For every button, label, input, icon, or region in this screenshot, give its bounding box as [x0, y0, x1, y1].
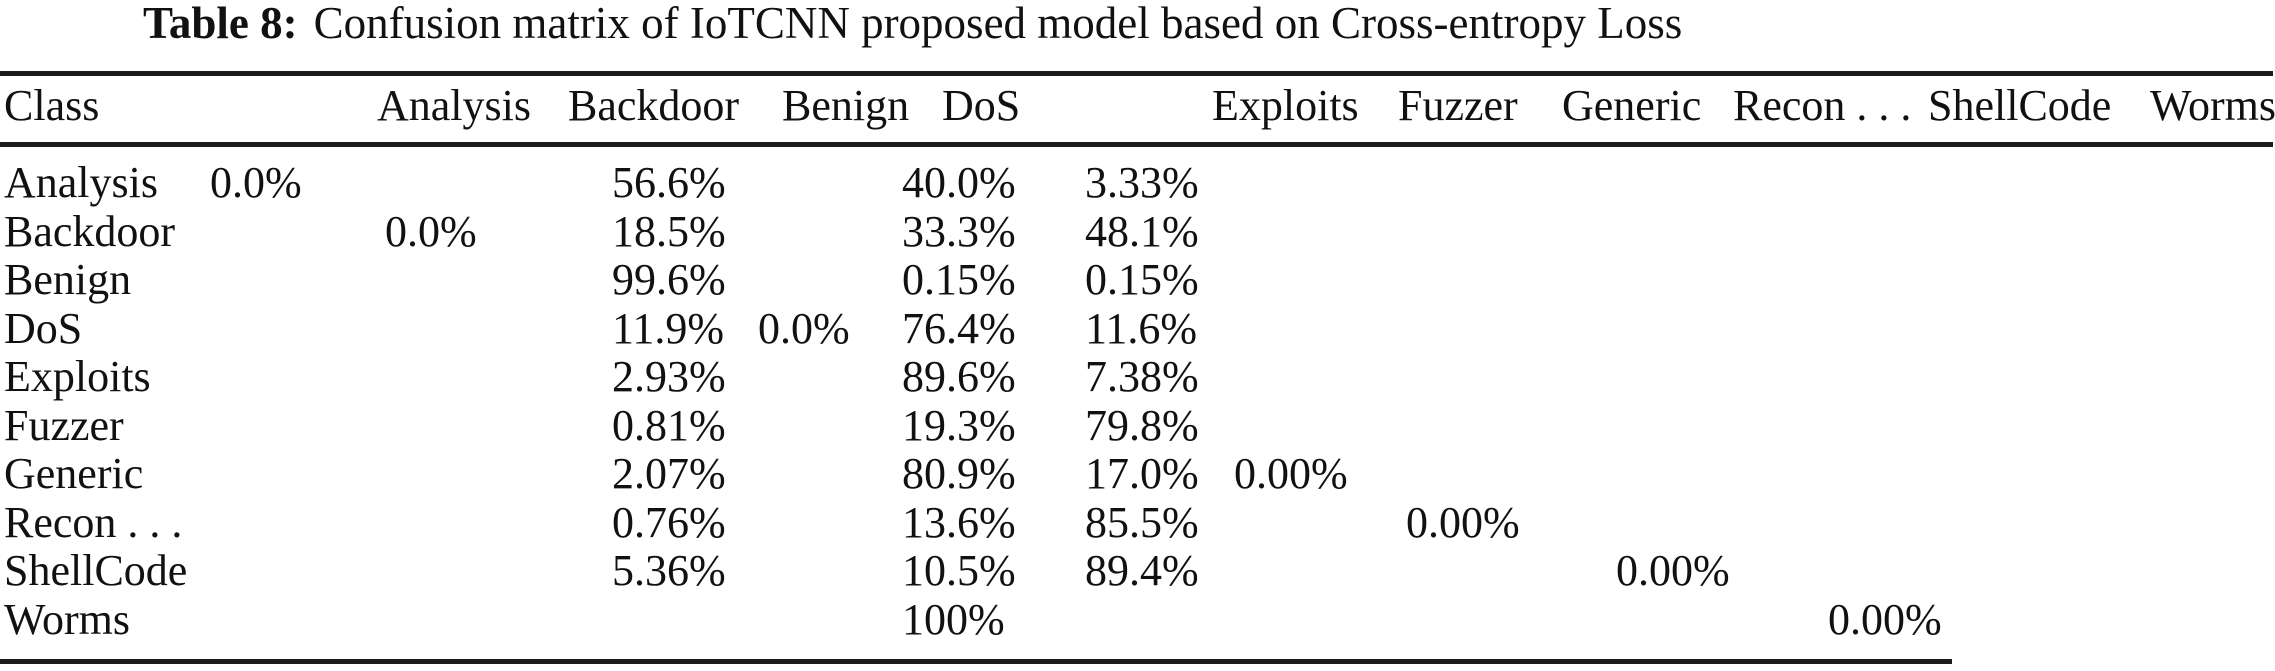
cell-shellcode-col2: 5.36%	[612, 546, 726, 595]
cell-worms-col4: 100%	[902, 594, 1005, 644]
cell-benign-col4: 0.15%	[902, 255, 1016, 304]
cell-backdoor-col2: 18.5%	[612, 206, 726, 256]
table-row-benign: Benign 99.6% 0.15% 0.15%	[0, 254, 2275, 308]
cell-generic-col2: 2.07%	[612, 449, 726, 498]
column-header-dos: DoS	[942, 81, 1021, 130]
table-bottom-rule	[0, 659, 1952, 664]
column-header-backdoor: Backdoor	[568, 81, 740, 130]
cell-fuzzer-col2: 0.81%	[612, 400, 726, 450]
row-label-backdoor: Backdoor	[4, 206, 176, 256]
cell-shellcode-col4: 10.5%	[902, 546, 1016, 595]
table-row-generic: Generic 2.07% 80.9% 17.0% 0.00%	[0, 448, 2275, 502]
column-header-shellcode: ShellCode	[1928, 81, 2112, 130]
table-top-rule	[0, 71, 2273, 76]
cell-worms-col9: 0.00%	[1828, 594, 1942, 644]
cell-recon-col7: 0.00%	[1406, 497, 1520, 547]
cell-generic-col6: 0.00%	[1234, 449, 1348, 498]
table-row-dos: DoS 11.9% 0.0% 76.4% 11.6%	[0, 303, 2275, 357]
cell-recon-col4: 13.6%	[902, 497, 1016, 547]
column-header-exploits: Exploits	[1212, 81, 1359, 130]
row-label-generic: Generic	[4, 449, 144, 498]
row-label-benign: Benign	[4, 255, 132, 304]
cell-analysis-col4: 40.0%	[902, 158, 1016, 207]
table-caption-text: Confusion matrix of IoTCNN proposed mode…	[313, 0, 1683, 48]
cell-dos-col5: 11.6%	[1085, 303, 1198, 353]
row-label-recon: Recon . . .	[4, 497, 183, 547]
cell-generic-col4: 80.9%	[902, 449, 1016, 498]
cell-exploits-col5: 7.38%	[1085, 352, 1199, 401]
table-row-worms: Worms 100% 0.00%	[0, 594, 2275, 648]
cell-dos-col3: 0.0%	[758, 303, 850, 353]
row-label-shellcode: ShellCode	[4, 546, 188, 595]
table-row-exploits: Exploits 2.93% 89.6% 7.38%	[0, 351, 2275, 405]
cell-backdoor-col5: 48.1%	[1085, 206, 1199, 256]
column-header-analysis: Analysis	[377, 81, 531, 130]
cell-generic-col5: 17.0%	[1085, 449, 1199, 498]
column-header-class: Class	[4, 81, 100, 130]
column-header-worms: Worms	[2150, 81, 2275, 130]
cell-fuzzer-col5: 79.8%	[1085, 400, 1199, 450]
row-label-exploits: Exploits	[4, 352, 151, 401]
cell-backdoor-col4: 33.3%	[902, 206, 1016, 256]
column-header-fuzzer: Fuzzer	[1398, 81, 1518, 130]
cell-shellcode-col8: 0.00%	[1616, 546, 1730, 595]
cell-dos-col4: 76.4%	[902, 303, 1016, 353]
cell-shellcode-col5: 89.4%	[1085, 546, 1199, 595]
table-caption-number: Table 8:	[143, 0, 298, 48]
cell-exploits-col2: 2.93%	[612, 352, 726, 401]
cell-analysis-col5: 3.33%	[1085, 158, 1199, 207]
cell-recon-col5: 85.5%	[1085, 497, 1199, 547]
cell-benign-col5: 0.15%	[1085, 255, 1199, 304]
cell-analysis-col0: 0.0%	[210, 158, 302, 207]
cell-exploits-col4: 89.6%	[902, 352, 1016, 401]
cell-backdoor-col1: 0.0%	[385, 206, 477, 256]
table-row-fuzzer: Fuzzer 0.81% 19.3% 79.8%	[0, 400, 2275, 454]
column-header-recon: Recon . . .	[1733, 81, 1912, 130]
table-row-shellcode: ShellCode 5.36% 10.5% 89.4% 0.00%	[0, 545, 2275, 599]
cell-fuzzer-col4: 19.3%	[902, 400, 1016, 450]
row-label-worms: Worms	[4, 594, 131, 644]
row-label-fuzzer: Fuzzer	[4, 400, 124, 450]
column-header-generic: Generic	[1562, 81, 1702, 130]
table-row-recon: Recon . . . 0.76% 13.6% 85.5% 0.00%	[0, 497, 2275, 551]
column-header-benign: Benign	[782, 81, 910, 130]
cell-dos-col2: 11.9%	[612, 303, 725, 353]
cell-recon-col2: 0.76%	[612, 497, 726, 547]
row-label-analysis: Analysis	[4, 158, 158, 207]
table-row-analysis: Analysis 0.0% 56.6% 40.0% 3.33%	[0, 157, 2275, 211]
cell-analysis-col2: 56.6%	[612, 158, 726, 207]
cell-benign-col2: 99.6%	[612, 255, 726, 304]
table-header-row: Class Analysis Backdoor Benign DoS Exploits Fu…	[0, 80, 2275, 134]
row-label-dos: DoS	[4, 303, 83, 353]
table-caption: Table 8: Confusion matrix of IoTCNN propo…	[143, 0, 1682, 50]
table-row-backdoor: Backdoor 0.0% 18.5% 33.3% 48.1%	[0, 206, 2275, 260]
table-header-rule	[0, 142, 2273, 147]
